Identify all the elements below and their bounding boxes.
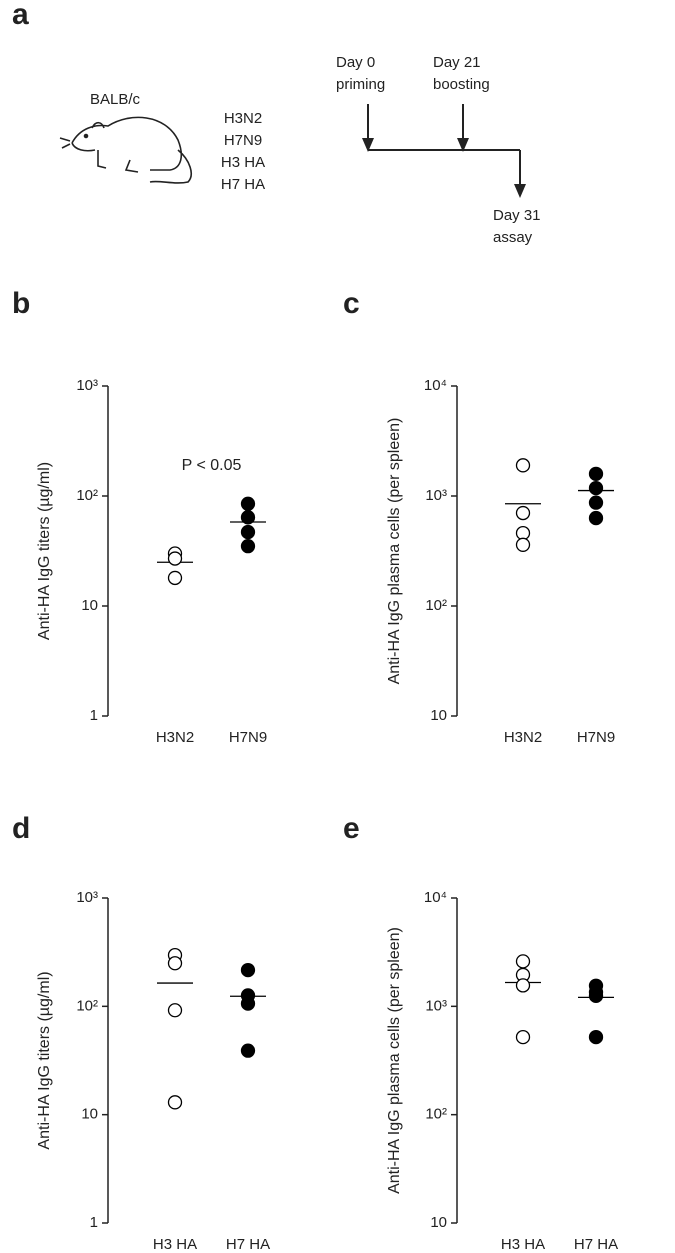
data-point <box>515 978 531 993</box>
data-point <box>515 954 531 969</box>
x-tick-label: H7N9 <box>577 729 615 746</box>
data-point <box>588 480 604 496</box>
panel-label: c <box>343 287 360 320</box>
timeline-event: priming <box>336 76 385 93</box>
data-point <box>515 1029 531 1045</box>
data-point <box>515 525 531 541</box>
y-tick-label: 10 <box>81 1106 98 1123</box>
y-tick-label: 10² <box>425 1106 447 1123</box>
data-point <box>588 988 604 1003</box>
data-point <box>167 570 183 586</box>
data-point <box>167 1095 183 1110</box>
y-tick-label: 10² <box>425 597 447 614</box>
y-tick-label: 1 <box>90 1214 98 1231</box>
timeline-day: Day 0 <box>336 54 375 71</box>
x-tick-label: H3 HA <box>153 1236 197 1253</box>
x-tick-label: H7N9 <box>229 729 267 746</box>
data-point <box>167 956 183 971</box>
data-point <box>167 1003 183 1018</box>
timeline <box>362 104 526 198</box>
antigen: H3 HA <box>221 154 265 171</box>
antigen: H7 HA <box>221 176 265 193</box>
y-tick-label: 1 <box>90 707 98 724</box>
y-tick-label: 10³ <box>76 377 98 394</box>
y-tick-label: 10 <box>81 597 98 614</box>
data-point <box>588 510 604 526</box>
y-axis-label: Anti-HA IgG plasma cells (per spleen) <box>386 927 403 1194</box>
y-tick-label: 10² <box>76 487 98 504</box>
y-tick-label: 10⁴ <box>424 889 447 906</box>
data-point <box>515 537 531 552</box>
x-tick-label: H3 HA <box>501 1236 545 1253</box>
data-point <box>588 1029 604 1045</box>
data-point <box>240 510 256 525</box>
x-tick-label: H3N2 <box>504 729 542 746</box>
y-tick-label: 10⁴ <box>424 377 447 394</box>
y-tick-label: 10 <box>430 1214 447 1231</box>
strain: BALB/c <box>90 91 141 108</box>
panel-label: d <box>12 812 30 845</box>
timeline-day: Day 21 <box>433 54 481 71</box>
x-tick-label: H7 HA <box>226 1236 270 1253</box>
panel-label: b <box>12 287 30 320</box>
antigen: H7N9 <box>224 132 262 149</box>
annotation: P < 0.05 <box>182 457 242 474</box>
data-point <box>515 458 531 473</box>
mouse-icon <box>59 116 192 184</box>
timeline-event: boosting <box>433 76 490 93</box>
y-axis-label: Anti-HA IgG titers (µg/ml) <box>36 971 53 1149</box>
data-point <box>240 524 256 540</box>
y-tick-label: 10³ <box>425 997 447 1014</box>
data-point <box>588 466 604 481</box>
timeline-event: assay <box>493 229 533 246</box>
data-point <box>588 495 604 510</box>
x-tick-label: H7 HA <box>574 1236 618 1253</box>
data-point <box>240 962 256 978</box>
data-point <box>240 996 256 1011</box>
timeline-day: Day 31 <box>493 207 541 224</box>
data-point <box>515 505 531 521</box>
y-axis-label: Anti-HA IgG plasma cells (per spleen) <box>386 418 403 685</box>
y-tick-label: 10³ <box>425 487 447 504</box>
y-tick-label: 10³ <box>76 889 98 906</box>
panel-label: e <box>343 812 360 845</box>
data-point <box>167 551 183 566</box>
y-tick-label: 10² <box>76 997 98 1014</box>
y-axis-label: Anti-HA IgG titers (µg/ml) <box>36 462 53 640</box>
data-point <box>240 496 256 511</box>
antigen: H3N2 <box>224 110 262 127</box>
x-tick-label: H3N2 <box>156 729 194 746</box>
data-point <box>240 539 256 554</box>
panel-label: a <box>12 0 29 31</box>
data-point <box>240 1043 256 1058</box>
y-tick-label: 10 <box>430 707 447 724</box>
